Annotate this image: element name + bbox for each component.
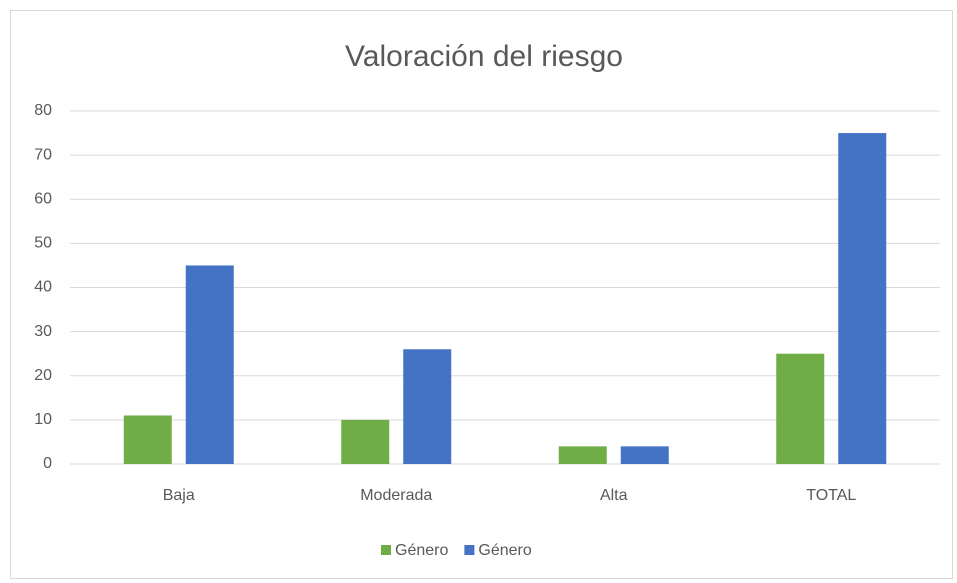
chart-title: Valoración del riesgo — [345, 40, 623, 73]
y-tick-label: 70 — [34, 146, 52, 163]
x-tick-label: TOTAL — [806, 487, 856, 504]
legend-swatch — [464, 545, 475, 555]
chart-border — [10, 10, 953, 579]
bar — [341, 419, 390, 464]
y-tick-label: 40 — [34, 279, 52, 296]
x-tick-label: Baja — [163, 487, 195, 504]
bar — [776, 353, 825, 464]
x-tick-label: Moderada — [360, 487, 432, 504]
y-tick-label: 20 — [34, 367, 52, 384]
bar — [838, 133, 887, 464]
bar — [185, 265, 234, 464]
x-tick-label: Alta — [600, 487, 628, 504]
bar — [403, 349, 452, 464]
y-tick-label: 60 — [34, 190, 52, 207]
y-tick-label: 10 — [34, 411, 52, 428]
legend-swatch — [381, 545, 391, 555]
y-tick-label: 30 — [34, 323, 52, 340]
bar — [620, 446, 669, 464]
y-tick-label: 80 — [34, 102, 52, 119]
y-tick-label: 0 — [43, 455, 52, 472]
bar — [558, 446, 607, 464]
legend-label: Género — [478, 542, 531, 559]
bar — [123, 415, 172, 464]
y-tick-label: 50 — [34, 235, 52, 252]
legend-label: Género — [395, 542, 448, 559]
